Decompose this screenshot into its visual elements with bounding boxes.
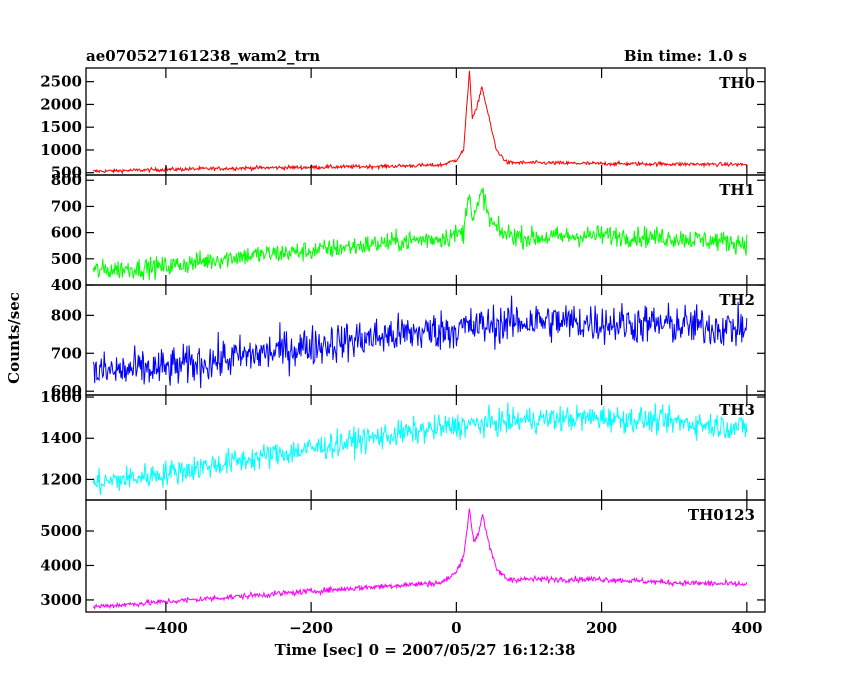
y-tick-label-th3: 1400 xyxy=(40,429,82,447)
x-tick-label: −200 xyxy=(289,619,333,637)
x-axis-label: Time [sec] 0 = 2007/05/27 16:12:38 xyxy=(275,641,576,659)
y-tick-label-th2: 700 xyxy=(51,344,82,362)
panel-frame-th0123 xyxy=(85,499,766,613)
y-tick-label-th0: 2000 xyxy=(40,95,82,113)
y-tick-label-th1: 600 xyxy=(51,224,82,242)
y-tick-label-th0123: 4000 xyxy=(40,556,82,574)
y-tick-label-th3: 1200 xyxy=(40,470,82,488)
panel-label-th0: TH0 xyxy=(719,74,755,92)
x-tick-label: −400 xyxy=(144,619,188,637)
y-tick-label-th3: 1600 xyxy=(40,388,82,406)
y-tick-label-th0: 1000 xyxy=(40,141,82,159)
panel-label-th2: TH2 xyxy=(719,291,755,309)
y-tick-label-th2: 800 xyxy=(51,306,82,324)
y-tick-label-th2: 600 xyxy=(51,382,82,400)
y-tick-label-th1: 700 xyxy=(51,197,82,215)
series-line-th3 xyxy=(92,402,748,495)
panel-label-th3: TH3 xyxy=(719,401,755,419)
series-line-th1 xyxy=(92,187,748,281)
panel-label-th1: TH1 xyxy=(719,181,755,199)
y-tick-label-th0: 1500 xyxy=(40,118,82,136)
y-tick-label-th0123: 3000 xyxy=(40,591,82,609)
chart-title: ae070527161238_wam2_trn xyxy=(86,47,320,65)
series-line-th0 xyxy=(93,70,748,175)
y-tick-label-th1: 500 xyxy=(51,250,82,268)
series-line-th2 xyxy=(92,295,748,389)
panel-frame-th0 xyxy=(85,67,766,176)
series-line-th0123 xyxy=(92,508,748,611)
y-tick-label-th0: 2500 xyxy=(40,73,82,91)
bin-time-label: Bin time: 1.0 s xyxy=(624,47,747,65)
x-tick-label: 200 xyxy=(586,619,617,637)
y-tick-label-th1: 400 xyxy=(51,276,82,294)
panel-label-th0123: TH0123 xyxy=(688,506,755,524)
x-tick-label: 0 xyxy=(451,619,461,637)
y-tick-label-th1: 800 xyxy=(51,171,82,189)
y-tick-label-th0: 500 xyxy=(51,164,82,182)
y-axis-label: Counts/sec xyxy=(5,292,23,384)
y-tick-label-th0123: 5000 xyxy=(40,522,82,540)
x-tick-label: 400 xyxy=(731,619,762,637)
